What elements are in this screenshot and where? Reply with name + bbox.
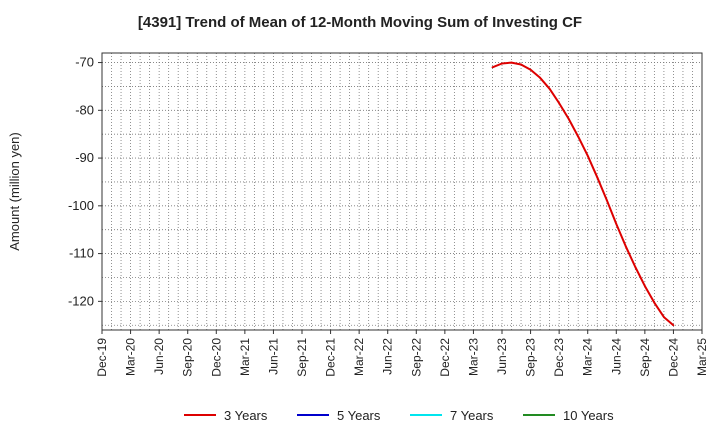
- data-point: [577, 135, 580, 138]
- x-tick-label: Mar-24: [581, 338, 595, 376]
- y-tick-label: -70: [75, 55, 94, 70]
- data-point: [586, 154, 589, 157]
- x-tick-label: Mar-21: [238, 338, 252, 376]
- x-tick-label: Dec-22: [438, 338, 452, 377]
- data-point: [491, 66, 494, 69]
- x-tick-label: Dec-21: [324, 338, 338, 377]
- data-point: [663, 316, 665, 319]
- data-point: [643, 285, 646, 287]
- data-point: [653, 301, 656, 304]
- x-tick-label: Mar-22: [352, 338, 366, 376]
- data-point: [567, 118, 570, 120]
- x-tick-label: Dec-24: [666, 338, 680, 377]
- legend-label: 5 Years: [337, 408, 381, 423]
- data-point: [548, 87, 551, 90]
- data-point: [624, 245, 627, 248]
- x-tick-label: Dec-19: [95, 338, 109, 377]
- data-point: [529, 68, 532, 71]
- y-axis-label: Amount (million yen): [7, 132, 22, 251]
- data-point: [539, 76, 541, 79]
- x-tick-label: Jun-20: [152, 338, 166, 375]
- plot-frame: [101, 52, 703, 331]
- x-tick-label: Sep-24: [638, 338, 652, 377]
- x-tick-label: Sep-21: [295, 338, 309, 377]
- x-tick-label: Sep-23: [524, 338, 538, 377]
- x-tick-label: Jun-22: [381, 338, 395, 375]
- y-tick-label: -80: [75, 102, 94, 117]
- y-tick-label: -110: [69, 246, 94, 261]
- y-tick-label: -120: [68, 293, 94, 308]
- data-point: [596, 176, 599, 179]
- data-point: [501, 62, 503, 65]
- x-tick-label: Sep-22: [409, 338, 423, 377]
- x-tick-label: Mar-23: [466, 338, 480, 376]
- y-tick-label: -90: [75, 150, 94, 165]
- legend-label: 7 Years: [450, 408, 494, 423]
- legend-label: 10 Years: [563, 408, 614, 423]
- data-point: [672, 324, 675, 327]
- y-tick-label: -100: [68, 198, 94, 213]
- x-tick-label: Jun-21: [266, 338, 280, 375]
- x-tick-label: Jun-23: [495, 338, 509, 375]
- data-point: [558, 102, 561, 105]
- data-point: [605, 199, 608, 201]
- x-tick-label: Mar-25: [695, 338, 709, 376]
- x-tick-label: Jun-24: [609, 338, 623, 375]
- data-point: [510, 61, 513, 64]
- data-point: [520, 63, 522, 66]
- x-tick-label: Dec-23: [552, 338, 566, 377]
- legend-label: 3 Years: [224, 408, 268, 423]
- x-tick-label: Sep-20: [181, 338, 195, 377]
- data-point: [615, 223, 618, 225]
- data-point: [634, 266, 637, 268]
- chart-title: [4391] Trend of Mean of 12-Month Moving …: [137, 14, 583, 31]
- x-tick-label: Mar-20: [124, 338, 138, 376]
- x-tick-label: Dec-20: [209, 338, 223, 377]
- series-line-3-years: [492, 61, 675, 326]
